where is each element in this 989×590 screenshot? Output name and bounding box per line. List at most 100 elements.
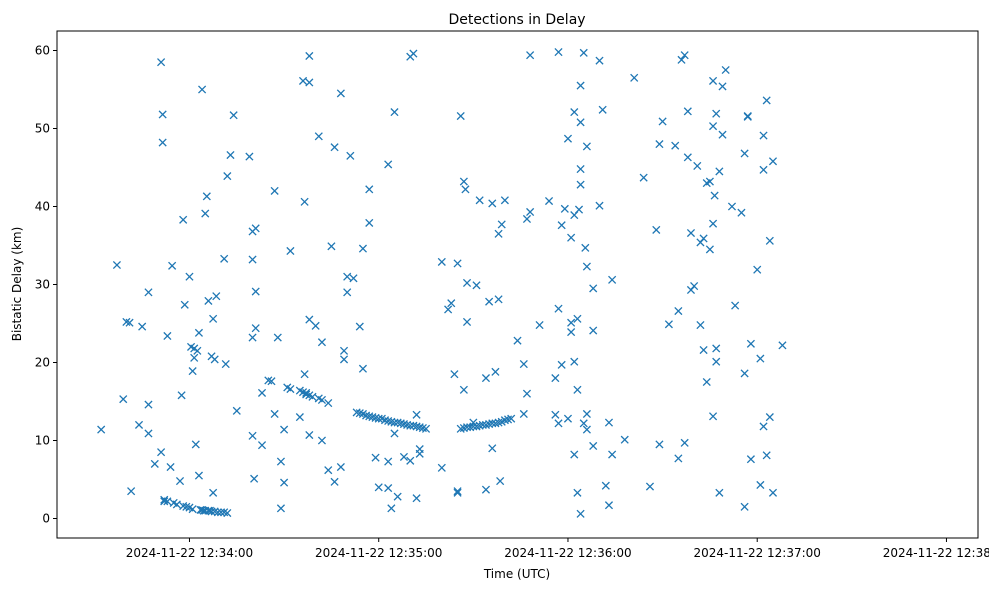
data-point [582, 409, 591, 419]
data-point [250, 474, 259, 483]
data-point [699, 345, 708, 355]
data-point [595, 56, 604, 65]
data-point [693, 161, 702, 170]
data-point [188, 367, 197, 376]
data-point [680, 51, 689, 60]
data-point [298, 76, 308, 85]
data-point [336, 462, 345, 472]
data-point [576, 118, 585, 127]
x-tick-label: 2024-11-22 12:36:00 [504, 546, 631, 560]
data-point [223, 172, 232, 181]
data-point [573, 385, 582, 394]
data-point [462, 278, 472, 287]
data-point [731, 301, 740, 310]
data-point [727, 202, 737, 211]
markers-layer [97, 48, 787, 518]
y-axis-ticks: 0 10 20 30 40 50 60 [35, 44, 57, 526]
data-point [494, 229, 503, 238]
data-point [251, 324, 260, 333]
y-tick-label: 30 [35, 278, 50, 292]
data-point [188, 505, 197, 514]
data-point [768, 157, 778, 166]
data-point [257, 388, 267, 397]
data-point [567, 233, 576, 242]
data-point [311, 321, 320, 330]
data-point [221, 360, 230, 369]
data-point [365, 185, 374, 194]
data-point [365, 218, 374, 227]
data-point [712, 344, 721, 353]
data-point [690, 282, 699, 291]
y-tick-label: 60 [35, 44, 50, 58]
data-point [652, 225, 661, 234]
data-point [563, 134, 573, 143]
y-tick-label: 0 [42, 512, 50, 526]
data-point [314, 132, 323, 141]
data-point [765, 236, 774, 245]
data-point [699, 234, 708, 243]
data-point [472, 281, 481, 290]
data-point [544, 196, 554, 206]
data-point [680, 438, 689, 447]
data-point [276, 457, 286, 466]
data-point [270, 186, 279, 195]
data-point [620, 435, 629, 444]
data-point [412, 494, 421, 503]
data-point [251, 287, 260, 296]
data-point [245, 152, 254, 161]
data-point [453, 487, 462, 496]
data-point [683, 107, 692, 116]
data-point [201, 209, 210, 218]
data-point [756, 354, 765, 363]
x-tick-label: 2024-11-22 12:38:00 [883, 546, 989, 560]
y-tick-label: 20 [35, 356, 50, 370]
data-point [393, 492, 402, 501]
data-point [409, 49, 418, 58]
data-point [437, 257, 446, 266]
data-point [557, 221, 566, 230]
data-point [346, 151, 355, 160]
data-point [317, 395, 327, 404]
data-point [198, 85, 207, 94]
data-point [157, 58, 166, 67]
data-point [343, 272, 352, 281]
data-point [522, 389, 532, 398]
data-point [166, 462, 175, 472]
data-point [708, 412, 718, 421]
data-point [551, 374, 560, 383]
data-point [526, 51, 535, 60]
data-point [270, 409, 279, 419]
data-point [768, 488, 778, 497]
data-point [762, 96, 771, 105]
data-point [390, 429, 399, 438]
data-point [134, 420, 144, 429]
data-point [371, 453, 380, 462]
data-point [374, 483, 383, 492]
data-point [570, 357, 579, 366]
data-point [639, 173, 648, 182]
data-point [718, 82, 727, 91]
data-point [708, 219, 718, 228]
data-point [150, 459, 159, 468]
data-point [168, 261, 177, 270]
data-point [300, 197, 309, 206]
data-point [756, 480, 765, 490]
data-point [554, 48, 563, 57]
data-point [209, 488, 218, 497]
data-point [494, 295, 503, 304]
data-point [248, 255, 257, 264]
data-point [759, 422, 768, 431]
y-tick-label: 40 [35, 200, 50, 214]
data-point [485, 297, 494, 306]
chart-title: Detections in Delay [448, 12, 585, 28]
data-point [567, 318, 576, 327]
data-point [97, 425, 106, 434]
data-point [387, 504, 396, 513]
data-point [226, 150, 235, 160]
data-point [223, 508, 232, 518]
data-point [576, 81, 585, 90]
data-point [273, 333, 282, 342]
data-point [305, 78, 314, 87]
data-point [497, 220, 506, 229]
data-point [762, 451, 771, 460]
